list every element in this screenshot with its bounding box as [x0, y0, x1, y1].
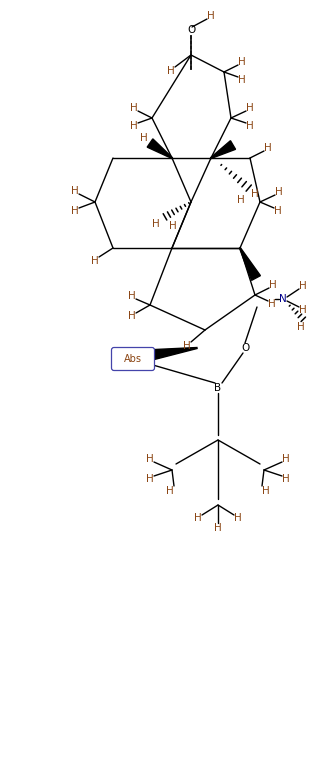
- Text: H: H: [282, 474, 290, 484]
- Text: H: H: [282, 454, 290, 464]
- Text: H: H: [297, 322, 305, 332]
- Text: H: H: [167, 66, 175, 76]
- Text: H: H: [299, 305, 307, 315]
- Polygon shape: [240, 248, 260, 280]
- Polygon shape: [147, 139, 172, 158]
- Text: H: H: [183, 341, 191, 351]
- Text: H: H: [251, 189, 259, 199]
- Text: H: H: [262, 486, 270, 496]
- Text: H: H: [268, 299, 276, 309]
- Text: H: H: [166, 486, 174, 496]
- Text: H: H: [130, 121, 138, 131]
- Text: H: H: [169, 221, 177, 231]
- Polygon shape: [211, 141, 236, 158]
- Text: N: N: [279, 294, 287, 304]
- Text: H: H: [146, 474, 154, 484]
- Text: H: H: [246, 121, 254, 131]
- Text: H: H: [237, 195, 245, 205]
- Text: H: H: [146, 454, 154, 464]
- FancyBboxPatch shape: [112, 348, 154, 371]
- Text: H: H: [71, 186, 79, 196]
- Text: B: B: [215, 383, 222, 393]
- Text: H: H: [71, 206, 79, 216]
- Text: H: H: [246, 103, 254, 113]
- Text: H: H: [238, 57, 246, 67]
- Text: H: H: [264, 143, 272, 153]
- Text: H: H: [207, 11, 215, 21]
- Text: H: H: [194, 513, 202, 523]
- Polygon shape: [143, 348, 197, 362]
- Text: H: H: [91, 256, 99, 266]
- Text: Abs: Abs: [124, 354, 142, 364]
- Text: H: H: [274, 206, 282, 216]
- Text: H: H: [299, 281, 307, 291]
- Text: H: H: [214, 523, 222, 533]
- Text: H: H: [128, 311, 136, 321]
- Text: H: H: [130, 103, 138, 113]
- Text: O: O: [241, 343, 249, 353]
- Text: H: H: [128, 291, 136, 301]
- Text: H: H: [234, 513, 242, 523]
- Text: H: H: [140, 133, 148, 143]
- Text: H: H: [152, 219, 160, 229]
- Text: H: H: [269, 280, 277, 290]
- Text: H: H: [275, 187, 283, 197]
- Text: H: H: [238, 75, 246, 85]
- Text: O: O: [187, 25, 195, 35]
